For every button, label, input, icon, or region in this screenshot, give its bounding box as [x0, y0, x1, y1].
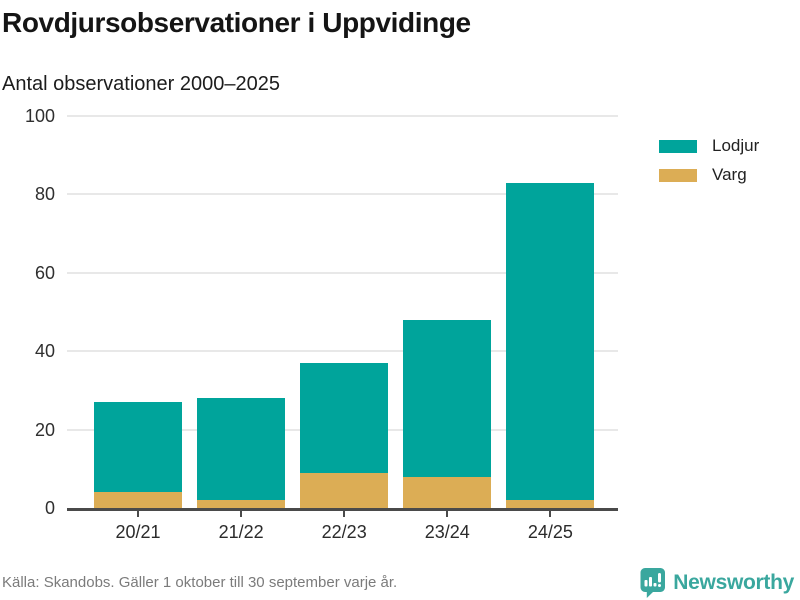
x-tick-mark-21/22 — [240, 511, 243, 517]
gridline-100 — [67, 115, 618, 117]
legend-item-lodjur: Lodjur — [659, 136, 759, 156]
legend-swatch-lodjur — [659, 139, 697, 153]
legend: Lodjur Varg — [659, 136, 759, 194]
x-axis-label-23/24: 23/24 — [424, 522, 470, 542]
y-axis-label-0: 0 — [44, 498, 55, 518]
bar-segment-varg-21/22 — [197, 500, 286, 508]
y-axis-label-20: 20 — [34, 419, 55, 440]
newsworthy-logo[interactable]: Newsworthy — [639, 567, 794, 598]
bar-segment-lodjur-23/24 — [403, 319, 492, 477]
bar-segment-lodjur-21/22 — [197, 398, 286, 501]
chart-subtitle: Antal observationer 2000–2025 — [2, 73, 280, 95]
source-note: Källa: Skandobs. Gäller 1 oktober till 3… — [2, 574, 398, 591]
plot-area: 0 20 40 60 80 100 20/21 21/22 22/23 23/24 24/25 — [25, 106, 618, 542]
bar-segment-varg-24/25 — [506, 500, 595, 508]
bar-23/24 — [403, 319, 492, 508]
bar-22/23 — [300, 362, 389, 508]
bar-segment-lodjur-20/21 — [94, 402, 182, 493]
newsworthy-wordmark: Newsworthy — [673, 570, 794, 594]
legend-label-varg: Varg — [712, 165, 747, 184]
bar-21/22 — [197, 398, 286, 508]
x-tick-mark-24/25 — [549, 511, 552, 517]
bar-segment-lodjur-24/25 — [506, 182, 595, 501]
y-axis-label-40: 40 — [34, 341, 55, 362]
y-axis-label-80: 80 — [34, 184, 55, 205]
x-axis-label-22/23: 22/23 — [321, 522, 367, 542]
gridline-40 — [67, 350, 618, 353]
x-axis-label-24/25: 24/25 — [527, 522, 573, 542]
x-tick-mark-23/24 — [446, 511, 449, 517]
newsworthy-bubble-chart-icon — [639, 567, 666, 598]
legend-label-lodjur: Lodjur — [712, 136, 760, 155]
gridline-60 — [67, 271, 618, 274]
x-tick-mark-22/23 — [343, 511, 346, 517]
y-axis-label-60: 60 — [34, 262, 55, 283]
gridline-80 — [67, 193, 618, 196]
bar-24/25 — [506, 182, 595, 508]
bar-segment-varg-22/23 — [300, 472, 389, 508]
chart-title: Rovdjursobservationer i Uppvidinge — [2, 7, 471, 38]
bar-20/21 — [94, 402, 182, 508]
bar-segment-varg-23/24 — [403, 476, 492, 508]
x-axis-label-21/22: 21/22 — [218, 522, 264, 542]
x-tick-mark-20/21 — [137, 511, 139, 517]
bar-segment-varg-20/21 — [94, 492, 182, 508]
legend-swatch-varg — [659, 168, 697, 182]
y-axis-label-100: 100 — [24, 106, 55, 126]
legend-item-varg: Varg — [659, 165, 759, 185]
bar-segment-lodjur-22/23 — [300, 362, 389, 473]
x-axis-label-20/21: 20/21 — [115, 522, 161, 542]
x-axis-line — [67, 508, 618, 511]
